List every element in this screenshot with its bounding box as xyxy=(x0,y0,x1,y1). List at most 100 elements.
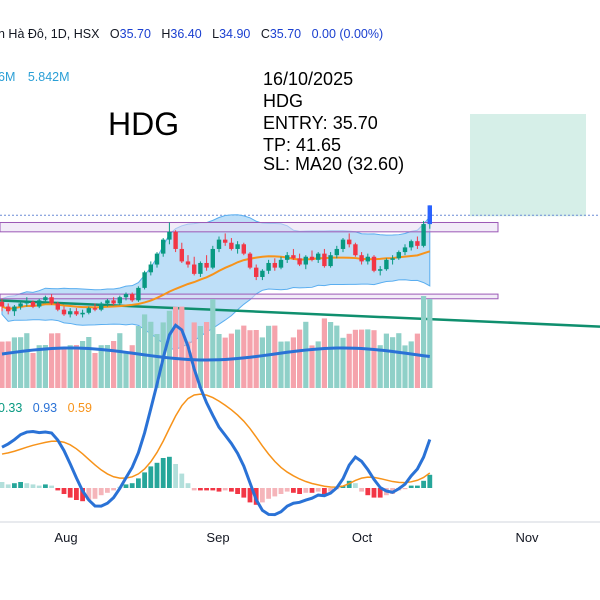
macd-histogram-bar xyxy=(86,488,92,500)
candle-body xyxy=(260,270,265,277)
volume-bar xyxy=(154,334,160,388)
macd-histogram-bar xyxy=(303,488,309,493)
candle-body xyxy=(37,300,42,307)
candle-body xyxy=(18,303,23,307)
macd-histogram-bar xyxy=(235,488,240,494)
macd-histogram-bar xyxy=(222,488,228,491)
x-tick-label: Aug xyxy=(54,530,77,545)
macd-histogram-bar xyxy=(173,464,178,488)
price-zone-2 xyxy=(0,293,499,300)
macd-histogram-bar xyxy=(160,458,166,488)
volume-bar xyxy=(5,341,11,388)
open-value: 35.70 xyxy=(120,27,151,41)
x-tick-label: Oct xyxy=(352,530,373,545)
volume-ma-line xyxy=(1,346,430,362)
candle-body xyxy=(167,231,172,240)
volume-bar xyxy=(67,345,73,388)
macd-line xyxy=(1,323,432,517)
candle-body xyxy=(185,261,191,265)
candle-body xyxy=(30,301,36,307)
macd-histogram-bar xyxy=(359,488,364,492)
volume-bar xyxy=(414,333,420,388)
candle-body xyxy=(204,262,209,268)
macd-histogram-bar xyxy=(322,488,327,494)
macd-histogram-bar xyxy=(346,480,352,488)
candle-body xyxy=(136,287,141,301)
volume-bar xyxy=(383,333,389,388)
candle-body xyxy=(210,248,215,268)
candle-body xyxy=(384,259,389,270)
macd-histogram-bar xyxy=(328,488,333,492)
volume-legend: 6M 5.842M xyxy=(0,68,70,85)
macd-histogram-bar xyxy=(297,488,302,494)
volume-bar xyxy=(104,345,110,388)
candle-body xyxy=(254,267,259,277)
volume-bar xyxy=(36,345,42,388)
macd-histogram-bar xyxy=(210,488,216,491)
candle-body xyxy=(192,264,197,274)
candle-body xyxy=(130,294,135,301)
volume-bar xyxy=(328,322,334,388)
volume-bar xyxy=(222,337,228,388)
annotation-date: 16/10/2025 xyxy=(263,69,353,89)
candle-body xyxy=(278,259,284,268)
volume-bar xyxy=(247,330,253,388)
volume-bar xyxy=(142,314,148,388)
macd-histogram-bar xyxy=(0,482,5,488)
macd-histogram-bar xyxy=(67,488,73,498)
candle-body xyxy=(179,248,184,262)
volume-bar xyxy=(30,353,36,388)
macd-histogram-bar xyxy=(198,488,203,491)
macd-histogram-bar xyxy=(260,488,265,503)
macd-histogram-bar xyxy=(266,488,271,499)
volume-bar xyxy=(18,337,24,388)
macd-histogram-bar xyxy=(24,483,30,488)
volume-bar xyxy=(0,341,5,388)
candle-body xyxy=(216,239,222,249)
take-profit-box xyxy=(470,114,586,217)
candle-body xyxy=(378,269,383,271)
macd-histogram-bar xyxy=(191,488,197,491)
volume-bar xyxy=(135,326,141,388)
candle-body xyxy=(365,256,370,262)
volume-bar xyxy=(377,345,383,388)
change-value: 0.00 (0.00%) xyxy=(312,27,384,41)
candle-body xyxy=(235,244,240,249)
macd-histogram-bar xyxy=(421,480,426,488)
close-value: 35.70 xyxy=(270,27,301,41)
candle-body xyxy=(92,308,98,310)
macd-histogram-bar xyxy=(154,462,160,488)
annotation-sl: SL: MA20 (32.60) xyxy=(263,154,404,174)
macd-histogram-bar xyxy=(371,488,377,498)
macd-histogram-bar xyxy=(216,488,222,492)
x-tick-label: Nov xyxy=(515,530,539,545)
candle-body xyxy=(309,256,315,260)
candle-body xyxy=(402,247,408,253)
volume-bar xyxy=(73,345,79,388)
candle-body xyxy=(142,272,147,288)
candle-body xyxy=(80,312,85,315)
volume-bar xyxy=(173,306,179,388)
annotation-tp: TP: 41.65 xyxy=(263,135,341,155)
macd-histogram-bar xyxy=(142,472,147,488)
volume-bar xyxy=(61,349,67,388)
volume-bar xyxy=(259,337,265,388)
last-candle xyxy=(427,205,432,225)
macd-histogram-bar xyxy=(377,488,383,498)
candle-body xyxy=(291,255,296,259)
volume-bar xyxy=(266,325,272,388)
price-zone-1 xyxy=(0,221,499,233)
symbol-name: n Hà Đô, 1D, HSX xyxy=(0,27,100,41)
volume-bar xyxy=(290,337,296,388)
volume-bar xyxy=(408,341,414,388)
macd-histogram-bar xyxy=(415,485,420,488)
volume-bar xyxy=(117,333,123,388)
macd-histogram-bar xyxy=(18,482,23,488)
annotation-ticker: HDG xyxy=(263,91,303,111)
macd-histogram-bar xyxy=(5,484,11,488)
macd-legend: 0.33 0.93 0.59 xyxy=(0,399,92,416)
candle-body xyxy=(61,309,67,315)
macd-histogram-bar xyxy=(61,488,67,494)
macd-histogram-bar xyxy=(353,483,358,488)
